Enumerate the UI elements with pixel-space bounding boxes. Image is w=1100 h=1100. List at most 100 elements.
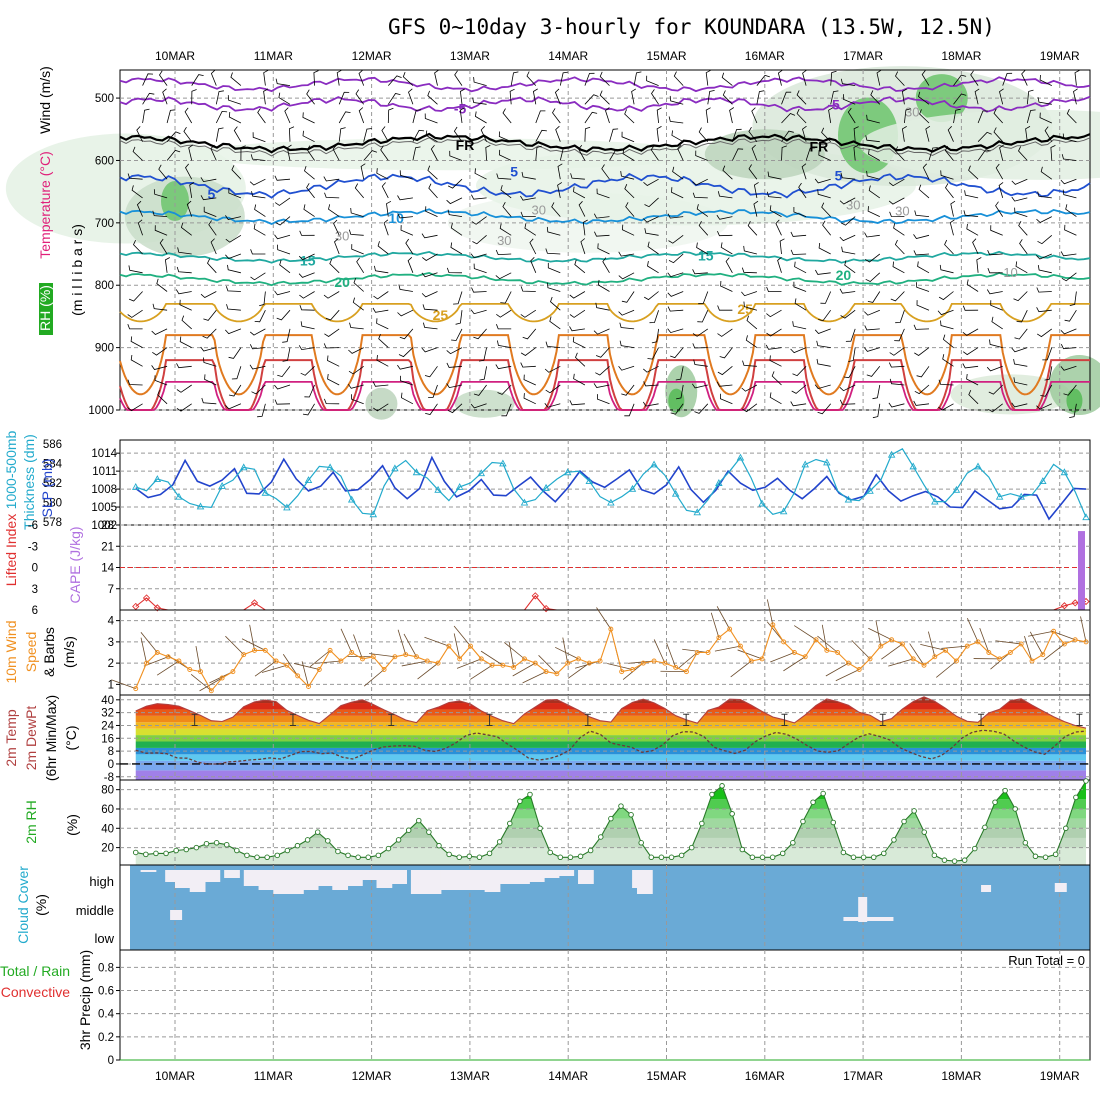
thickness-marker (693, 508, 702, 516)
rh-contour-label: 30 (905, 104, 919, 119)
wind-barb (421, 272, 438, 278)
wind-barb (471, 287, 487, 293)
wind-speed-marker (694, 650, 700, 655)
wind-barb (446, 197, 463, 205)
wind-barb (919, 109, 930, 124)
wind-barb (595, 347, 610, 358)
wind-barb (472, 234, 487, 245)
wind-barb (424, 113, 438, 124)
y-tick-label: 80 (101, 785, 114, 797)
rh-marker (800, 818, 806, 825)
wind-barb (1036, 307, 1052, 313)
lifted-index-marker (153, 604, 161, 612)
wind-barb (496, 173, 512, 180)
wind-barb (995, 163, 1004, 180)
wind-barb (698, 291, 709, 305)
wind-barb (743, 245, 757, 255)
high-cloud-block (455, 870, 471, 890)
rh-marker (840, 849, 847, 856)
wind-barb (1014, 207, 1028, 217)
wind-speed-marker (705, 650, 711, 655)
temp-unit-label: (°C) (63, 725, 79, 750)
wind10-barbs-label: & Barbs (41, 627, 57, 677)
wind-barb (278, 92, 291, 105)
high-cloud-block (410, 870, 427, 894)
wind-barb (186, 200, 193, 217)
wind-barb (621, 384, 635, 396)
y-tick-label: 0 (108, 1055, 114, 1067)
wind-10m-barb (851, 640, 871, 660)
lifted-index-label: Lifted Index (3, 514, 19, 586)
wind-barb (781, 130, 794, 142)
cloud-level-label: middle (76, 903, 114, 918)
rh-contour-label: 30 (497, 233, 511, 248)
thickness-marker (326, 463, 334, 471)
wind-barb (917, 261, 930, 274)
wind-10m-barb (567, 662, 590, 679)
wind-barb (1011, 178, 1028, 185)
wind-10m-barb (397, 629, 407, 655)
wind-barb (677, 144, 684, 161)
wind-barb (619, 340, 635, 348)
thickness-marker (347, 495, 356, 503)
wind-barb (707, 90, 715, 105)
wind-10m-barb (817, 635, 838, 653)
wind-10m-barb (596, 607, 612, 630)
wind-barb (953, 108, 961, 124)
wind-barb (520, 211, 536, 217)
thickness-marker (823, 458, 831, 466)
wind-barb (765, 344, 782, 350)
wind-10m-barb (888, 658, 914, 667)
wind-10m-barb (504, 642, 525, 660)
wind-barb (142, 92, 155, 105)
wind-barb (844, 260, 856, 274)
wind-speed-marker (1072, 637, 1078, 643)
wind-barb (127, 173, 143, 180)
thickness-label: 1000-500mb (3, 430, 19, 509)
wind-barb (233, 126, 242, 142)
high-cloud-block (514, 870, 530, 884)
wind-barb (998, 182, 1004, 199)
y-tick-label: 1005 (91, 502, 117, 514)
wind-barb (257, 403, 266, 418)
rh-marker (547, 849, 553, 856)
min-max-bar (486, 713, 493, 726)
wind-barb (904, 108, 911, 124)
wind-barb (901, 126, 907, 142)
wind-barb (889, 347, 905, 356)
wind-barb (549, 316, 561, 330)
wind-barb (1042, 347, 1053, 361)
wind-barb (254, 310, 266, 323)
wind-10m-barb (241, 638, 266, 651)
wind-barb (446, 347, 463, 355)
wind-barb (769, 205, 782, 217)
wind-barb (746, 315, 758, 330)
min-max-bar (879, 713, 886, 726)
upper-air-panel: 500 600 700 800 900 1000 -5 -5 FR FR 5 5 5 10 15 15 20 20… (5, 66, 1100, 420)
wind-barb (188, 144, 194, 161)
thickness-marker (391, 464, 399, 472)
wind-barb (547, 262, 561, 274)
wind-barb (1073, 88, 1078, 105)
wind-barb (408, 88, 414, 105)
wind-barb (751, 107, 758, 124)
wind-barb (275, 78, 291, 86)
wind-barb (152, 347, 168, 356)
thickness-marker (239, 463, 248, 471)
wind-barb (400, 392, 414, 405)
wind-barb (769, 355, 782, 367)
wind-barb (968, 389, 979, 405)
wind-barb (793, 281, 807, 292)
wind-10m-barb (470, 664, 493, 680)
wind-barb (870, 90, 881, 105)
rh-marker (517, 798, 523, 805)
wind-speed-marker (889, 637, 895, 643)
wind-speed-marker (802, 654, 808, 660)
rh-marker (759, 854, 766, 861)
wind-barb (966, 373, 979, 386)
wind-barb (397, 364, 413, 370)
wind-speed-marker (986, 650, 992, 655)
wind-barb (742, 403, 758, 413)
wind-barb (185, 163, 193, 180)
wind-10m-barb (677, 652, 698, 670)
